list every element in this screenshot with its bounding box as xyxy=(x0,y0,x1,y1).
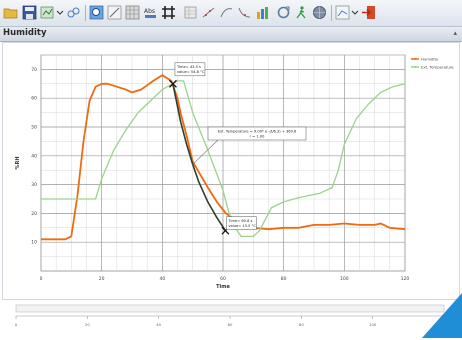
refresh-icon[interactable] xyxy=(276,5,291,20)
legend-label: Humidity xyxy=(421,57,439,62)
cursor-2-label-text: value= 13.5 °C xyxy=(228,224,256,228)
timeline-svg: 0 20 40 60 80 100 120 xyxy=(15,304,448,327)
legend-label: Ext. Temperature xyxy=(421,65,454,70)
abs-label-icon[interactable]: Abs xyxy=(143,5,158,20)
fit-equation-text: Ext. Temperature = 9.00* e -(t/6.3) + 36… xyxy=(218,130,297,134)
abs-label: Abs xyxy=(144,8,155,15)
table-icon[interactable] xyxy=(183,5,198,20)
x-tick-label: 100 xyxy=(340,276,349,282)
y-axis-label: %RH xyxy=(15,156,21,169)
timeline-tick-label: 100 xyxy=(369,322,377,327)
add-data-icon[interactable] xyxy=(40,5,55,20)
timeline-tick-label: 0 xyxy=(15,322,18,327)
globe-icon[interactable] xyxy=(312,5,327,20)
panel-header: Humidity ▴ xyxy=(0,27,462,42)
timeline-tick-label: 40 xyxy=(156,322,161,327)
toolbar: Abs xyxy=(0,0,462,27)
save-icon[interactable] xyxy=(22,5,37,20)
autoscale-icon[interactable] xyxy=(107,5,122,20)
toolbar-separator xyxy=(85,5,86,21)
x-tick-label: 20 xyxy=(99,276,105,282)
grid-icon[interactable] xyxy=(125,5,140,20)
open-folder-icon[interactable] xyxy=(3,5,18,20)
humidity-chart: 0 20 40 60 80 100 120 10 20 30 40 50 60 70 Time %RH Time… xyxy=(15,54,454,290)
y-tick-label: 70 xyxy=(31,67,37,73)
timeline-tick-label: 80 xyxy=(299,322,304,327)
link-icon[interactable] xyxy=(66,5,81,20)
y-tick-label: 50 xyxy=(31,125,37,131)
x-tick-label: 80 xyxy=(281,276,287,282)
exit-icon[interactable] xyxy=(361,5,376,20)
y-tick-label: 40 xyxy=(31,153,37,159)
linear-fit-icon[interactable] xyxy=(201,5,216,20)
y-tick-label: 30 xyxy=(31,182,37,188)
crosshair-icon[interactable] xyxy=(161,5,176,20)
legend-marker xyxy=(414,58,416,60)
fit-label-connector xyxy=(192,139,219,165)
cursor-marker-1 xyxy=(168,79,177,88)
chart-panel: 0 20 40 60 80 100 120 10 20 30 40 50 60 70 Time %RH Time… xyxy=(2,42,460,300)
toolbar-separator xyxy=(331,5,332,21)
timeline-tick-label: 60 xyxy=(228,322,233,327)
cursor-1-label-text: Time= 43.5 s xyxy=(176,65,201,69)
y-tick-label: 20 xyxy=(31,211,37,217)
ext-temperature-line xyxy=(41,80,406,238)
timeline-tick-label: 20 xyxy=(85,322,90,327)
cursor-2-label-text: Time= 60.8 s xyxy=(227,219,252,223)
run-icon[interactable] xyxy=(294,5,309,20)
panel-title: Humidity xyxy=(3,28,47,38)
legend-marker xyxy=(414,66,416,68)
humidity-line xyxy=(41,74,406,241)
x-tick-label: 0 xyxy=(40,276,43,282)
bar-chart-icon[interactable] xyxy=(255,5,270,20)
chevron-down-icon[interactable] xyxy=(351,5,359,20)
cursor-1-label-text: value= 54.8 °C xyxy=(177,70,205,74)
x-tick-label: 40 xyxy=(159,276,165,282)
x-axis-label: Time xyxy=(216,284,230,290)
chart-settings-icon[interactable] xyxy=(335,5,350,20)
cursor-1-label-box xyxy=(174,62,206,77)
cursor-2-label-box xyxy=(226,216,257,230)
y-tick-label: 60 xyxy=(31,96,37,102)
x-tick-label: 60 xyxy=(220,276,226,282)
fit-correlation-text: r = 1.00 xyxy=(250,135,265,139)
decorative-corner xyxy=(422,293,462,338)
timeline-scrollbar[interactable] xyxy=(15,304,445,313)
fit-equation-box xyxy=(207,126,307,141)
fit-line xyxy=(172,83,227,232)
curve-fit-icon[interactable] xyxy=(219,5,234,20)
exponential-fit-icon[interactable] xyxy=(237,5,252,20)
zoom-icon[interactable] xyxy=(89,5,104,20)
collapse-icon[interactable]: ▴ xyxy=(453,29,457,37)
timeline-overview[interactable]: 0 20 40 60 80 100 120 xyxy=(2,302,460,336)
x-tick-label: 120 xyxy=(401,276,410,282)
y-tick-label: 10 xyxy=(31,240,37,246)
chevron-down-icon[interactable] xyxy=(56,5,64,20)
